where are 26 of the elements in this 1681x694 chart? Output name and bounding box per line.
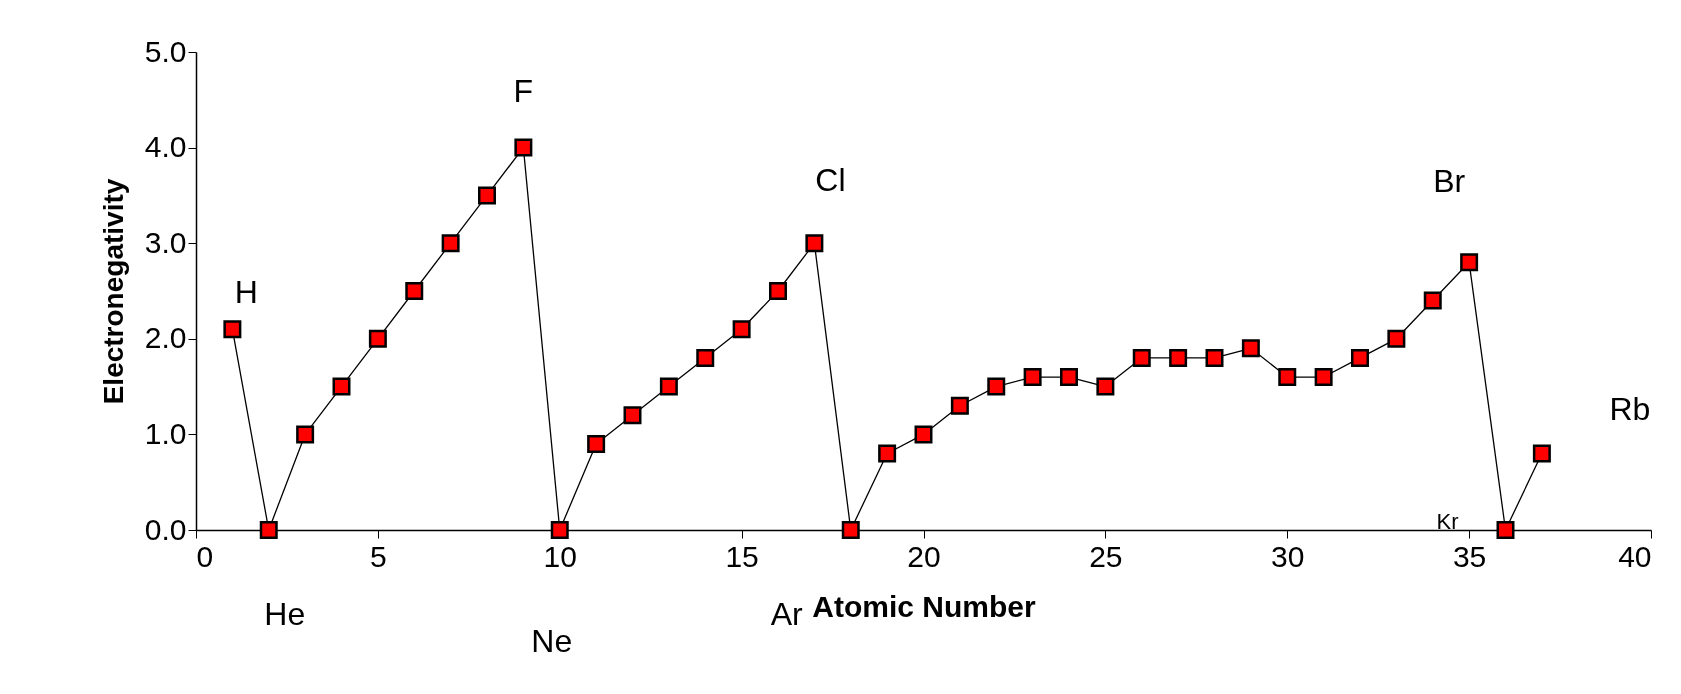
y-tick-label: 5.0 bbox=[144, 34, 187, 68]
annotation: F bbox=[513, 72, 534, 109]
x-tick-label: 5 bbox=[370, 539, 387, 573]
x-tick-label: 40 bbox=[1618, 539, 1652, 573]
x-tick-label: 15 bbox=[725, 539, 759, 573]
x-tick-label: 0 bbox=[196, 539, 214, 573]
x-tick-label: 35 bbox=[1452, 539, 1487, 573]
annotation: Ar bbox=[770, 596, 804, 632]
x-tick-label: 25 bbox=[1089, 539, 1123, 573]
x-tick-label: 30 bbox=[1271, 539, 1305, 573]
x-axis-title: Atomic Number bbox=[812, 589, 1036, 623]
annotation: He bbox=[264, 596, 306, 632]
y-tick-label: 0.0 bbox=[144, 512, 187, 546]
y-tick-label: 1.0 bbox=[144, 416, 187, 450]
x-tick-label: 20 bbox=[907, 539, 941, 573]
annotation: Br bbox=[1433, 163, 1466, 200]
annotation: Kr bbox=[1436, 509, 1459, 534]
y-tick-label: 2.0 bbox=[144, 321, 187, 355]
y-axis-title: Electronegativity bbox=[97, 178, 129, 405]
annotation: Cl bbox=[815, 162, 846, 199]
annotation: Ne bbox=[531, 623, 573, 659]
annotation: Rb bbox=[1609, 390, 1651, 427]
annotation: H bbox=[234, 274, 258, 311]
y-tick-label: 4.0 bbox=[144, 130, 187, 164]
x-tick-label: 10 bbox=[543, 539, 577, 573]
y-tick-label: 3.0 bbox=[144, 225, 187, 259]
